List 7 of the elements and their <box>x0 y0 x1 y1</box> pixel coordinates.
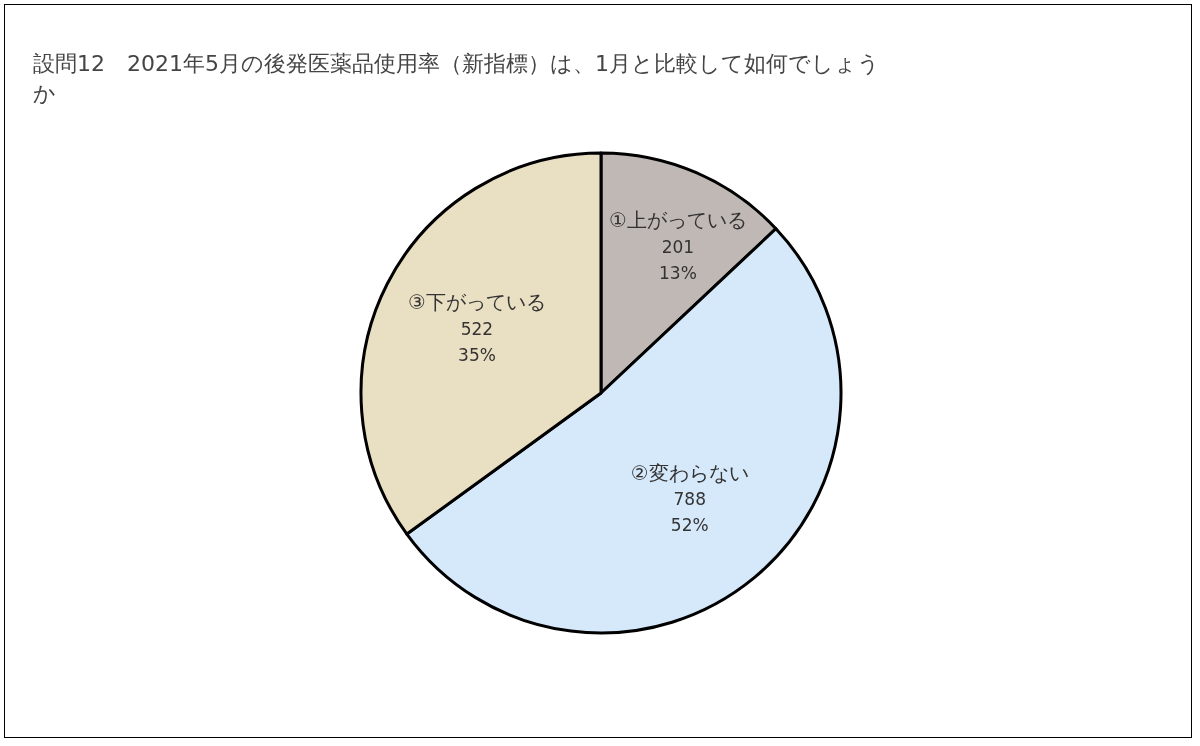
data-label: 522 35% <box>458 318 496 365</box>
data-label: 201 13% <box>659 236 697 283</box>
slice-label: ②変わらない <box>630 460 749 485</box>
slice-label: ①上がっている <box>608 208 747 233</box>
data-label: 788 52% <box>670 489 709 536</box>
slice-label: ③下がっている <box>408 290 546 315</box>
chart-title: 設問12 2021年5月の後発医薬品使用率（新指標）は、1月と比較して如何でしょうか <box>33 50 881 108</box>
